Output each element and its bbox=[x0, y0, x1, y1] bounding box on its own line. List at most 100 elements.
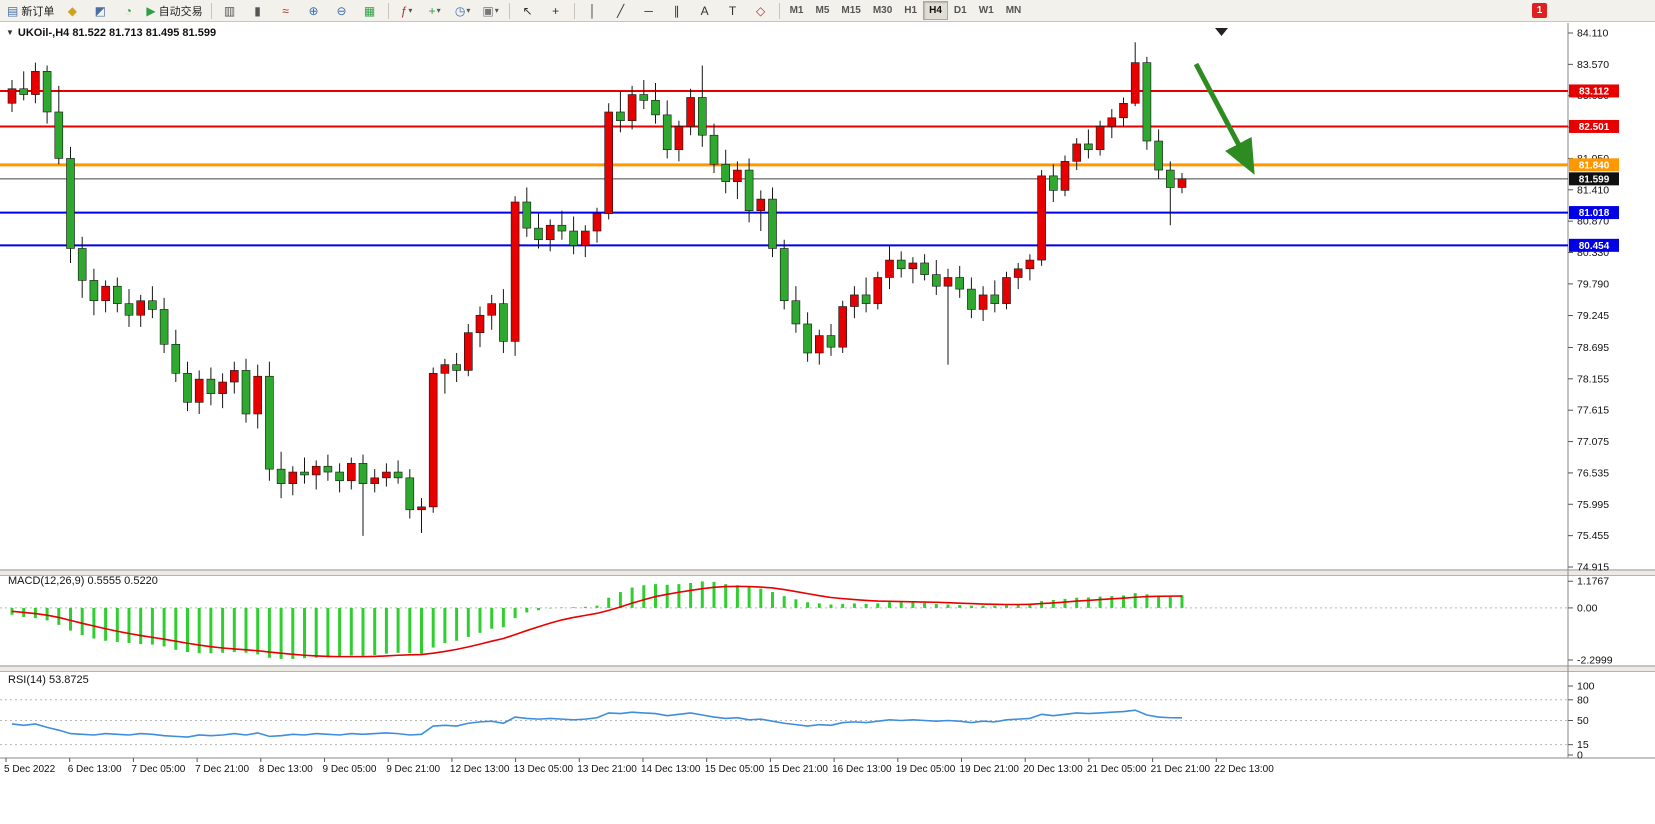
candle bbox=[826, 323, 836, 356]
toolbar-separator bbox=[387, 2, 389, 19]
time-axis-label: 13 Dec 05:00 bbox=[514, 764, 574, 775]
toolbar-button-bar-chart[interactable]: ▥ bbox=[217, 1, 243, 21]
timeframe-button-h1[interactable]: H1 bbox=[904, 5, 918, 16]
candle bbox=[1166, 161, 1175, 226]
notification-badge[interactable]: 1 bbox=[1532, 3, 1547, 18]
candle bbox=[1049, 164, 1058, 202]
toolbar-button-zoom-in[interactable]: ⊕ bbox=[301, 1, 327, 21]
timeframe-button-m5[interactable]: M5 bbox=[815, 5, 830, 16]
candle bbox=[545, 219, 555, 252]
new-order-label: 新订单 bbox=[21, 5, 55, 18]
macd-indicator-label: MACD(12,26,9) 0.5555 0.5220 bbox=[8, 575, 158, 587]
timeframe-button-m30[interactable]: M30 bbox=[872, 5, 893, 16]
candle bbox=[686, 88, 695, 136]
toolbar-separator bbox=[508, 2, 510, 19]
svg-text:81.840: 81.840 bbox=[1579, 160, 1610, 171]
candle bbox=[159, 297, 169, 353]
candles bbox=[7, 42, 1187, 536]
toolbar-separator bbox=[778, 2, 780, 19]
candle bbox=[1119, 97, 1128, 127]
toolbar-button-line-chart[interactable]: ≈ bbox=[273, 1, 299, 21]
toolbar-button-trendline[interactable]: ╱ bbox=[608, 1, 634, 21]
vertical-line-icon: │ bbox=[588, 3, 597, 18]
toolbar-button-data-window[interactable]: ◔ bbox=[115, 1, 141, 21]
candle bbox=[534, 213, 543, 249]
timeframe-button-m15[interactable]: M15 bbox=[841, 5, 861, 16]
toolbar-button-screenshot[interactable]: ▣ ▾ bbox=[478, 1, 504, 21]
price-axis-label: 75.455 bbox=[1577, 530, 1609, 542]
toolbar-button-indicators[interactable]: ƒ ▾ bbox=[394, 1, 420, 21]
toolbar-button-crosshair[interactable]: + bbox=[543, 1, 569, 21]
candle bbox=[1095, 120, 1105, 156]
candle bbox=[662, 100, 672, 159]
toolbar-button-add-indicator[interactable]: + ▾ bbox=[422, 1, 448, 21]
zoom-in-icon: ⊕ bbox=[308, 3, 319, 18]
time-axis-label: 19 Dec 21:00 bbox=[960, 764, 1020, 775]
candle bbox=[499, 289, 508, 353]
candle bbox=[230, 361, 239, 394]
timeframe-button-h4[interactable]: H4 bbox=[923, 1, 948, 20]
candle bbox=[276, 451, 286, 499]
macd-signal-line bbox=[11, 585, 1183, 658]
periods-icon: ◷ bbox=[454, 3, 466, 18]
rsi-axis-label: 0 bbox=[1577, 750, 1583, 762]
toolbar-button-shapes[interactable]: ◇ bbox=[748, 1, 774, 21]
time-axis[interactable]: 5 Dec 2022 6 Dec 13:00 7 Dec 05:00 7 Dec 21… bbox=[4, 758, 1274, 775]
macd-axis-label: -2.2999 bbox=[1577, 655, 1613, 667]
toolbar-button-vertical-line[interactable]: │ bbox=[580, 1, 606, 21]
rsi-axis-label: 100 bbox=[1577, 681, 1595, 693]
time-axis-label: 14 Dec 13:00 bbox=[641, 764, 701, 775]
down-trend-arrow-annotation[interactable] bbox=[1193, 62, 1255, 175]
candle bbox=[744, 158, 754, 223]
chart-shift-marker[interactable] bbox=[1215, 28, 1228, 36]
auto-trading-play-icon: ▶ bbox=[146, 3, 156, 18]
toolbar-button-chart-profiles[interactable]: ◆ bbox=[59, 1, 85, 21]
candle bbox=[1072, 138, 1081, 171]
price-axis[interactable]: 84.11083.57083.03082.49081.95081.41080.8… bbox=[1568, 28, 1619, 574]
candle bbox=[288, 466, 298, 496]
price-axis-label: 81.410 bbox=[1577, 184, 1609, 196]
symbol-ohlc-text: UKOil-,H4 81.522 81.713 81.495 81.599 bbox=[17, 27, 217, 39]
candle bbox=[1107, 109, 1117, 139]
candle bbox=[569, 216, 578, 255]
time-axis-label: 9 Dec 05:00 bbox=[323, 764, 377, 775]
toolbar-button-candlestick-chart[interactable]: ▮ bbox=[245, 1, 271, 21]
chevron-down-icon: ▾ bbox=[466, 6, 471, 15]
time-axis-label: 7 Dec 05:00 bbox=[131, 764, 185, 775]
price-axis-label: 77.615 bbox=[1577, 405, 1609, 417]
toolbar-button-horizontal-line[interactable]: ─ bbox=[636, 1, 662, 21]
candle bbox=[627, 85, 637, 130]
toolbar-button-new-order[interactable]: ▤ 新订单 bbox=[4, 1, 57, 21]
timeframe-button-mn[interactable]: MN bbox=[1005, 5, 1022, 16]
toolbar-button-periods[interactable]: ◷ ▾ bbox=[450, 1, 476, 21]
toolbar-button-auto-trading[interactable]: ▶ 自动交易 bbox=[143, 1, 205, 21]
toolbar-button-market-watch[interactable]: ◩ bbox=[87, 1, 113, 21]
candle bbox=[616, 91, 625, 133]
toolbar-button-text-tool[interactable]: A bbox=[692, 1, 718, 21]
candle bbox=[19, 71, 29, 101]
toolbar-button-label-tool[interactable]: T bbox=[720, 1, 746, 21]
time-axis-label: 22 Dec 13:00 bbox=[1214, 764, 1274, 775]
collapse-arrow-icon[interactable]: ▼ bbox=[6, 28, 14, 37]
timeframe-button-m1[interactable]: M1 bbox=[789, 5, 804, 16]
candle bbox=[113, 277, 122, 313]
candle bbox=[803, 312, 812, 362]
timeframe-button-d1[interactable]: D1 bbox=[953, 5, 967, 16]
price-axis-label: 84.110 bbox=[1577, 28, 1608, 40]
timeframe-button-w1[interactable]: W1 bbox=[978, 5, 994, 16]
toolbar-button-zoom-out[interactable]: ⊖ bbox=[329, 1, 355, 21]
toolbar-button-tile-windows[interactable]: ▦ bbox=[357, 1, 383, 21]
candle bbox=[557, 210, 567, 240]
candle bbox=[639, 80, 649, 110]
toolbar-button-equidistant-channel[interactable]: ∥ bbox=[664, 1, 690, 21]
candle bbox=[510, 196, 520, 356]
toolbar-button-cursor[interactable]: ↖ bbox=[515, 1, 541, 21]
toolbar-separator bbox=[573, 2, 575, 19]
candle bbox=[1084, 129, 1093, 159]
candle bbox=[428, 367, 438, 513]
candle bbox=[674, 120, 684, 162]
candle bbox=[136, 294, 145, 327]
text-tool-icon: A bbox=[700, 3, 709, 18]
